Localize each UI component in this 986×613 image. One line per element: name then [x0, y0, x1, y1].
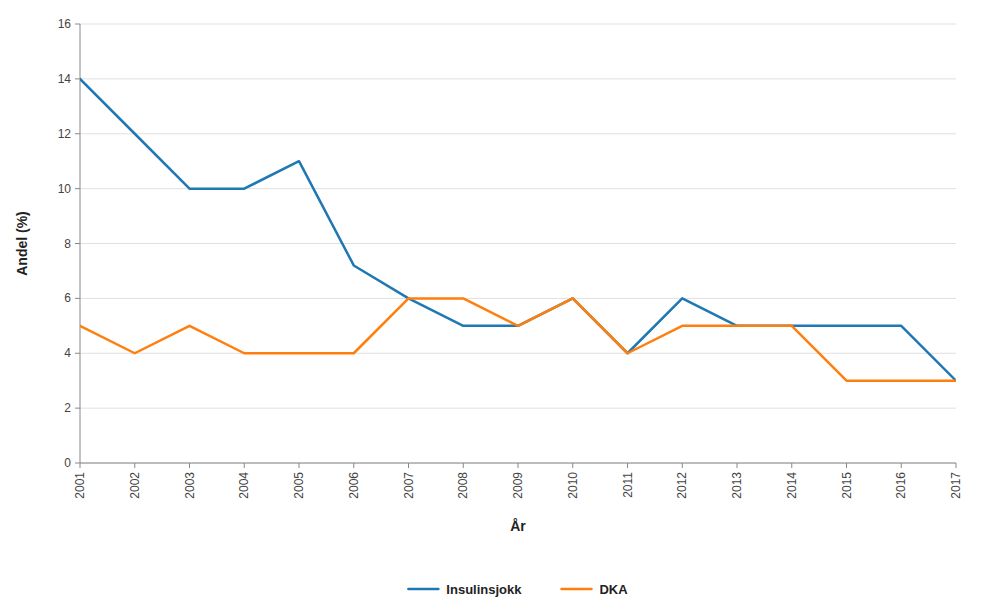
y-tick-label: 16	[58, 17, 72, 31]
y-tick-label: 10	[58, 182, 72, 196]
x-tick-label: 2012	[675, 472, 689, 499]
x-tick	[956, 463, 957, 468]
legend-swatch	[408, 588, 438, 591]
axes: 0 2 4 6 8 10 12 14 16 2001 2002 2003 2004 2005 2006 200…	[58, 17, 963, 499]
x-tick-label: 2001	[73, 472, 87, 499]
x-tick	[518, 463, 519, 468]
y-tick-label: 14	[58, 72, 72, 86]
x-tick-label: 2016	[894, 472, 908, 499]
x-tick-label: 2014	[785, 472, 799, 499]
x-tick	[353, 463, 354, 468]
grid-line	[80, 243, 956, 244]
legend-label: DKA	[599, 582, 628, 597]
x-tick-label: 2010	[566, 472, 580, 499]
y-axis-title: Andel (%)	[14, 211, 30, 276]
x-tick-label: 2011	[621, 472, 635, 498]
x-tick	[463, 463, 464, 468]
x-tick-label: 2017	[949, 472, 963, 499]
x-tick	[846, 463, 847, 468]
x-tick-label: 2007	[402, 472, 416, 499]
plot-area	[80, 79, 956, 381]
y-tick	[75, 133, 80, 134]
x-tick-label: 2009	[511, 472, 525, 499]
x-tick	[80, 463, 81, 468]
y-tick	[75, 24, 80, 25]
y-tick-label: 4	[64, 346, 71, 360]
x-tick-label: 2006	[347, 472, 361, 499]
y-axis-line	[80, 24, 81, 463]
x-tick-label: 2004	[237, 472, 251, 499]
x-tick-label: 2003	[183, 472, 197, 499]
x-axis-line	[80, 463, 956, 464]
x-tick-label: 2005	[292, 472, 306, 499]
y-tick-label: 2	[64, 401, 71, 415]
x-axis-title: År	[510, 518, 526, 534]
x-tick	[737, 463, 738, 468]
y-tick	[75, 353, 80, 354]
x-tick	[572, 463, 573, 468]
grid-line	[80, 133, 956, 134]
grid-line	[80, 24, 956, 25]
grid-line	[80, 78, 956, 79]
y-tick	[75, 408, 80, 409]
x-tick	[682, 463, 683, 468]
y-tick-label: 12	[58, 127, 72, 141]
grid-line	[80, 298, 956, 299]
y-tick	[75, 78, 80, 79]
y-tick	[75, 298, 80, 299]
series-line	[80, 298, 956, 380]
chart-svg: 0 2 4 6 8 10 12 14 16 2001 2002 2003 2004 2005 2006 200…	[0, 0, 986, 613]
grid	[80, 24, 956, 463]
x-tick	[791, 463, 792, 468]
y-tick-label: 8	[64, 237, 71, 251]
x-tick-label: 2015	[840, 472, 854, 499]
x-tick	[189, 463, 190, 468]
chart-container: 0 2 4 6 8 10 12 14 16 2001 2002 2003 2004 2005 2006 200…	[0, 0, 986, 613]
x-tick-label: 2008	[456, 472, 470, 499]
legend: Insulinsjokk DKA	[408, 582, 628, 597]
y-tick-label: 6	[64, 291, 71, 305]
y-tick-label: 0	[64, 456, 71, 470]
legend-swatch	[561, 588, 591, 591]
grid-line	[80, 408, 956, 409]
x-tick	[627, 463, 628, 468]
legend-label: Insulinsjokk	[446, 582, 522, 597]
y-tick	[75, 188, 80, 189]
x-tick	[408, 463, 409, 468]
x-tick	[299, 463, 300, 468]
series-line	[80, 79, 956, 381]
grid-line	[80, 463, 956, 464]
y-tick	[75, 463, 80, 464]
x-tick	[244, 463, 245, 468]
x-tick	[134, 463, 135, 468]
grid-line	[80, 353, 956, 354]
x-tick-label: 2013	[730, 472, 744, 499]
x-tick	[901, 463, 902, 468]
y-tick	[75, 243, 80, 244]
x-tick-label: 2002	[128, 472, 142, 499]
